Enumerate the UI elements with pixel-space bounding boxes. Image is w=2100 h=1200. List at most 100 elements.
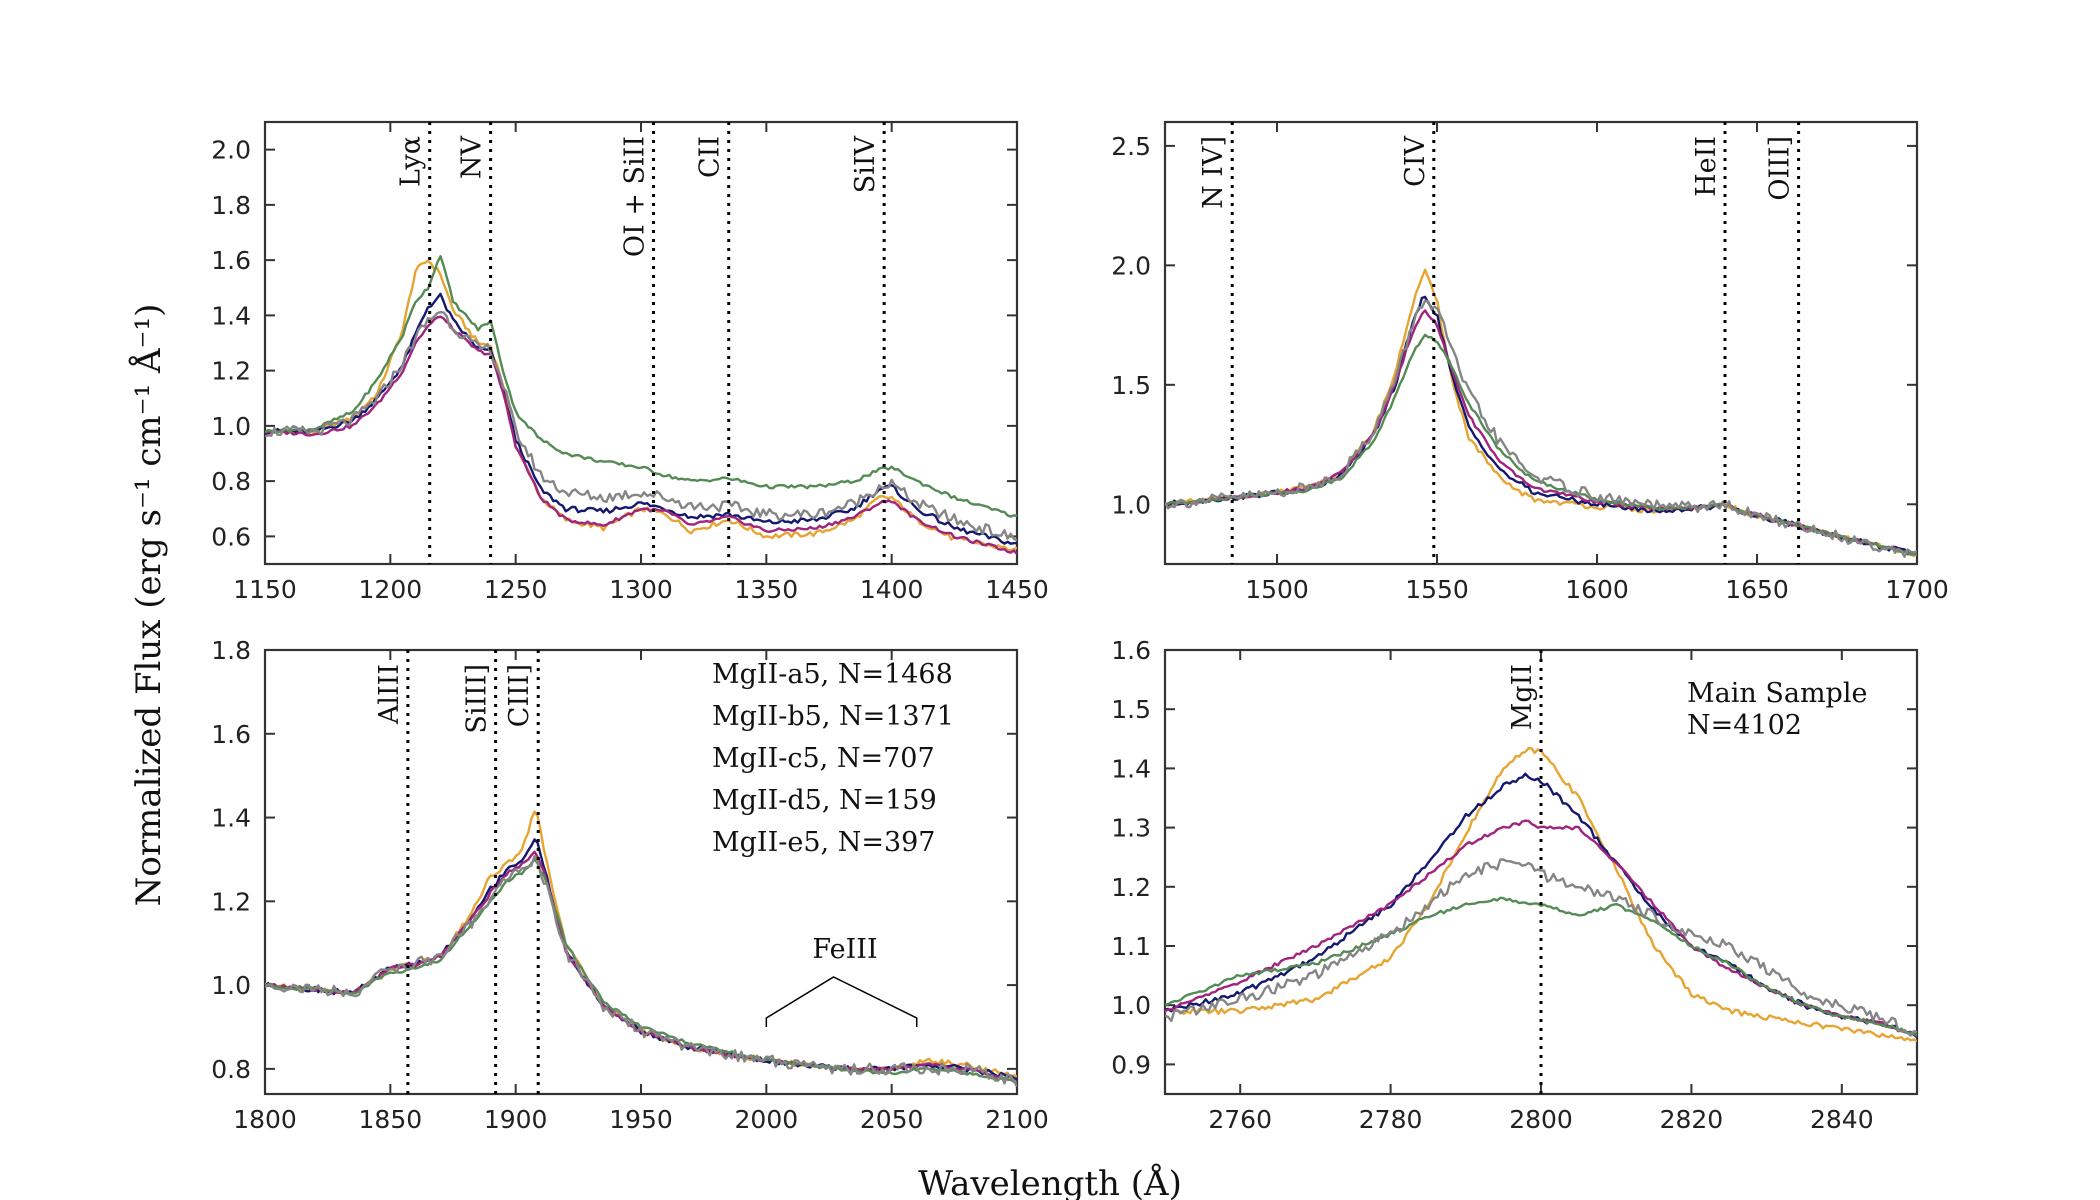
series-line: [265, 292, 1017, 545]
x-tick-label: 2840: [1810, 1105, 1874, 1134]
series-line: [1165, 299, 1917, 558]
x-tick-label: 1650: [1725, 575, 1789, 604]
y-tick-label: 1.8: [211, 191, 251, 220]
x-tick-label: 1200: [359, 575, 423, 604]
y-tick-label: 1.0: [211, 412, 251, 441]
panel-bottom-left: 1800 1850 1900 1950 2000 2050 2100 0.8 1.0 1.2 1.4…: [211, 636, 1049, 1134]
line-marker-label: HeII: [1691, 136, 1722, 197]
y-tick-label: 1.1: [1111, 932, 1151, 961]
x-tick-label: 1300: [609, 575, 673, 604]
x-tick-label: 1350: [735, 575, 799, 604]
x-tick-label: 2050: [860, 1105, 924, 1134]
x-tick-label: 1250: [484, 575, 548, 604]
x-tick-label: 1550: [1405, 575, 1469, 604]
x-tick-label: 1900: [484, 1105, 548, 1134]
y-tick-label: 1.0: [1111, 490, 1151, 519]
sample-label: Main Sample: [1687, 678, 1867, 709]
x-tick-label: 1150: [233, 575, 297, 604]
x-tick-label: 2820: [1660, 1105, 1724, 1134]
x-tick-label: 1950: [609, 1105, 673, 1134]
line-marker-label: CIII]: [504, 664, 535, 727]
series-group: [1165, 268, 1917, 558]
y-tick-label: 1.0: [1111, 991, 1151, 1020]
x-tick-label: 1400: [860, 575, 924, 604]
y-tick-label: 2.0: [211, 136, 251, 165]
legend-entry-c5: MgII-c5, N=707: [712, 743, 935, 774]
series-line: [1165, 309, 1917, 555]
x-tick-label: 2800: [1509, 1105, 1573, 1134]
x-tick-label: 1600: [1565, 575, 1629, 604]
x-tick-label: 1500: [1245, 575, 1309, 604]
legend: MgII-a5, N=1468 MgII-b5, N=1371 MgII-c5,…: [712, 659, 954, 858]
series-group: [265, 255, 1017, 555]
y-tick-label: 0.8: [211, 1055, 251, 1084]
series-line: [1165, 819, 1917, 1037]
feiii-annotation: FeIII: [765, 934, 918, 1027]
y-tick-label: 0.8: [211, 467, 251, 496]
legend-entry-a5: MgII-a5, N=1468: [712, 659, 953, 690]
line-marker-label: CII: [695, 136, 726, 178]
x-tick-label: 2000: [735, 1105, 799, 1134]
legend-entry-d5: MgII-d5, N=159: [712, 785, 937, 816]
legend-entry-b5: MgII-b5, N=1371: [712, 701, 954, 732]
y-tick-label: 1.4: [211, 301, 251, 330]
series-line: [265, 310, 1017, 542]
series-group: [265, 810, 1017, 1088]
panel-top-left: 1150 1200 1250 1300 1350 1400 1450 0.6 0.8 1.0 1.2…: [211, 120, 1049, 604]
line-marker-label: AlIII: [374, 664, 405, 725]
x-tick-label: 2760: [1208, 1105, 1272, 1134]
series-line: [1165, 295, 1917, 556]
y-tick-label: 1.4: [1111, 754, 1151, 783]
y-tick-label: 1.2: [211, 357, 251, 386]
y-tick-label: 2.0: [1111, 251, 1151, 280]
x-tick-label: 2780: [1359, 1105, 1423, 1134]
series-line: [265, 838, 1017, 1081]
y-tick-label: 1.5: [1111, 371, 1151, 400]
line-marker-label: OIII]: [1765, 136, 1796, 201]
y-tick-label: 1.8: [211, 636, 251, 665]
y-tick-label: 1.6: [1111, 636, 1151, 665]
y-tick-label: 1.3: [1111, 814, 1151, 843]
y-tick-label: 1.0: [211, 971, 251, 1000]
line-marker-label: NV: [457, 136, 488, 180]
series-line: [1165, 896, 1917, 1037]
feiii-label: FeIII: [812, 934, 877, 965]
line-marker-label: OI + SiII: [620, 136, 651, 257]
legend-entry-e5: MgII-e5, N=397: [712, 827, 936, 858]
y-tick-label: 1.4: [211, 804, 251, 833]
y-tick-label: 0.6: [211, 522, 251, 551]
line-marker-label: CIV: [1400, 136, 1431, 187]
series-line: [1165, 333, 1917, 557]
y-axis-label: Normalized Flux (erg s⁻¹ cm⁻¹ Å⁻¹): [128, 304, 169, 907]
axes-frame: [1163, 120, 1919, 566]
y-tick-label: 0.9: [1111, 1050, 1151, 1079]
y-tick-label: 1.2: [1111, 873, 1151, 902]
y-tick-label: 2.5: [1111, 132, 1151, 161]
series-line: [265, 850, 1017, 1083]
x-tick-label: 1800: [233, 1105, 297, 1134]
panel-bottom-right: 2760 2780 2800 2820 2840 0.9 1.0 1.1 1.2 1.3 1.4 1.…: [1111, 636, 1919, 1134]
line-marker-label: MgII: [1507, 664, 1538, 730]
line-marker-label: SiIII]: [462, 664, 493, 734]
series-line: [1165, 858, 1917, 1037]
line-marker-label: N IV]: [1198, 136, 1229, 209]
series-line: [265, 259, 1017, 552]
series-line: [265, 855, 1017, 1088]
x-tick-label: 1850: [359, 1105, 423, 1134]
series-line: [1165, 268, 1917, 558]
axes-frame: [1163, 648, 1919, 1096]
feiii-bracket: [765, 976, 918, 1027]
y-tick-label: 1.5: [1111, 695, 1151, 724]
line-marker-label: Lyα: [396, 136, 427, 187]
x-tick-label: 1450: [985, 575, 1049, 604]
x-tick-label: 2100: [985, 1105, 1049, 1134]
y-tick-label: 1.2: [211, 887, 251, 916]
series-line: [265, 315, 1017, 555]
x-tick-label: 1700: [1885, 575, 1949, 604]
panel-top-right: 1500 1550 1600 1650 1700 1.0 1.5 2.0 2.5 N IV] CIV…: [1111, 120, 1949, 604]
y-tick-label: 1.6: [211, 246, 251, 275]
series-line: [265, 255, 1017, 518]
x-axis-label: Wavelength (Å): [918, 1163, 1182, 1200]
sample-count: N=4102: [1687, 710, 1802, 741]
